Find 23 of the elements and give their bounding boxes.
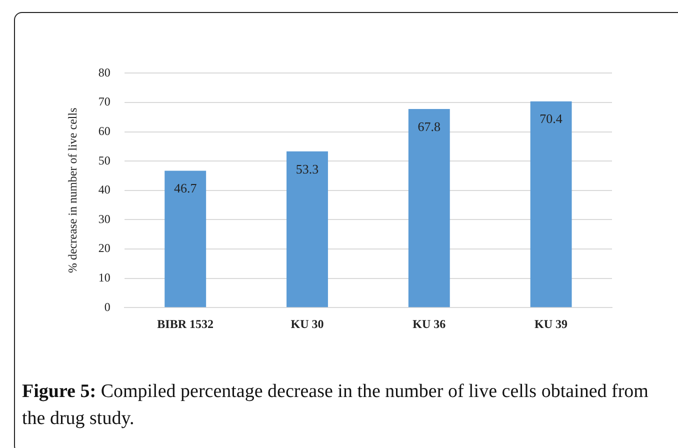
data-label: 46.7 (174, 180, 198, 196)
x-tick-label: KU 30 (290, 316, 324, 331)
bar (286, 151, 328, 308)
y-axis-title: % decrease in number of live cells (65, 107, 80, 274)
data-label: 53.3 (296, 161, 319, 176)
bar (408, 108, 450, 308)
data-label: 67.8 (418, 118, 441, 134)
x-tick-label: BIBR 1532 (157, 316, 214, 331)
caption: Figure 5: Compiled percentage decrease in the number of live cells obtained from the drug study. (22, 381, 648, 429)
x-tick-label: KU 36 (412, 316, 446, 331)
y-tick-label: 40 (98, 182, 110, 197)
y-tick-label: 0 (104, 300, 110, 314)
bar (530, 101, 572, 308)
y-tick-label: 50 (98, 153, 110, 168)
y-tick-label: 20 (98, 241, 110, 256)
y-tick-label: 70 (98, 94, 110, 109)
y-tick-label: 30 (98, 212, 110, 226)
y-tick-label: 60 (98, 124, 110, 138)
data-label: 70.4 (540, 111, 563, 126)
x-tick-label: KU 39 (534, 316, 568, 331)
bar (164, 170, 206, 308)
y-tick-label: 80 (98, 65, 110, 80)
y-tick-label: 10 (98, 270, 110, 284)
